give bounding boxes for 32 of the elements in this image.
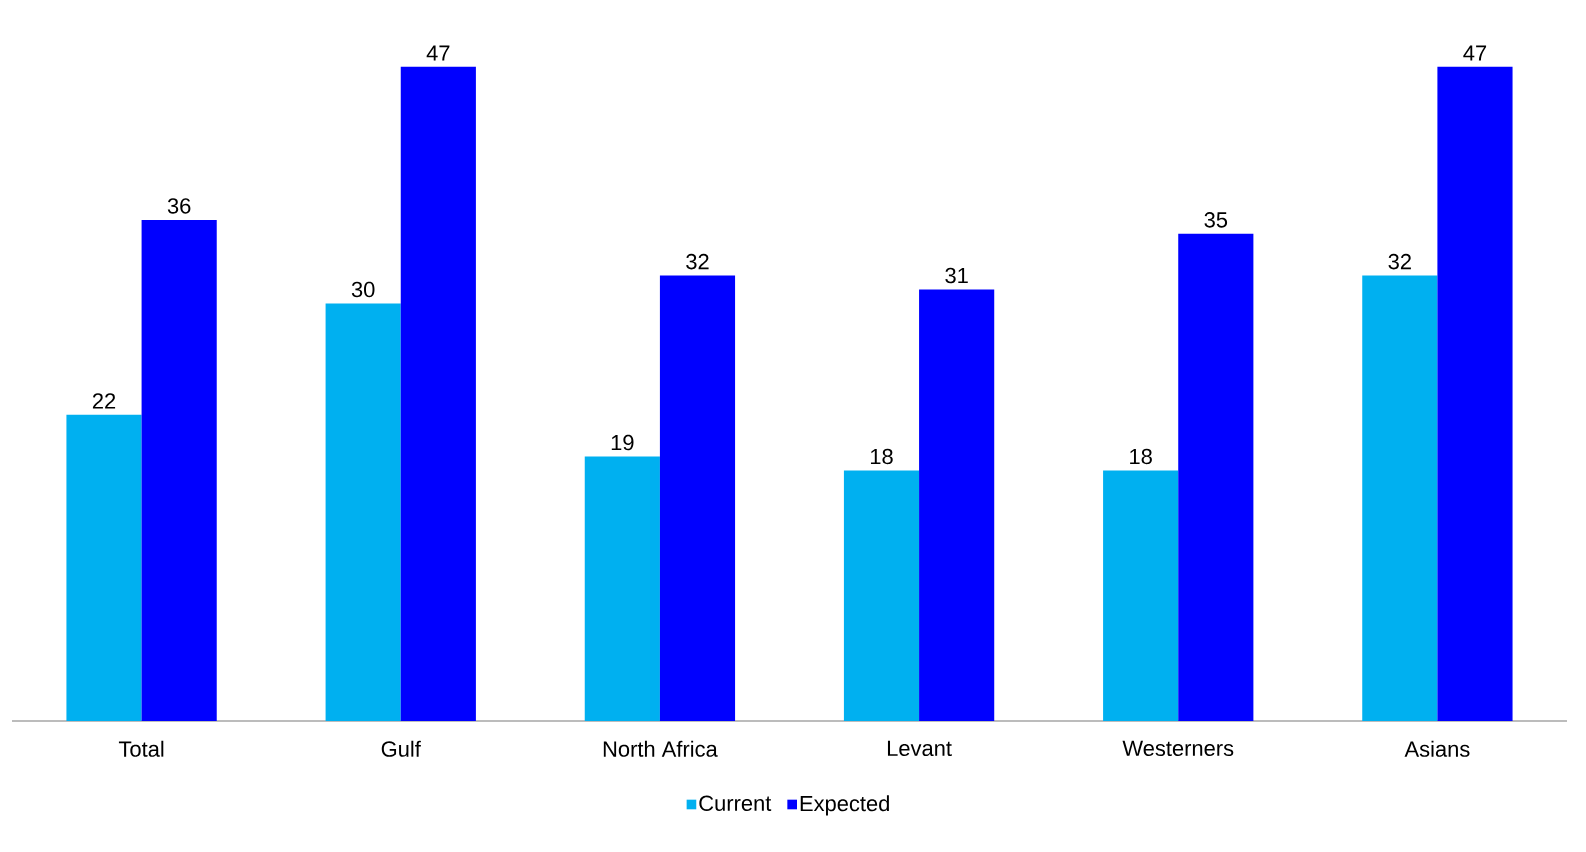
data-label: 47 — [1463, 45, 1487, 61]
data-label: 47 — [426, 45, 450, 61]
data-label: 32 — [1388, 253, 1411, 270]
bar — [1178, 233, 1254, 721]
data-label: 32 — [686, 253, 709, 270]
bar — [325, 303, 401, 721]
x-tick-label: Total — [118, 740, 164, 757]
data-label: 22 — [92, 393, 116, 409]
bar — [1362, 275, 1438, 721]
x-tick-label: Levant — [887, 740, 952, 757]
bar — [141, 219, 217, 721]
x-tick-label: Gulf — [381, 740, 421, 757]
bar — [400, 66, 476, 721]
bar — [843, 470, 920, 721]
data-label: 30 — [351, 281, 375, 298]
x-tick-label: North Africa — [603, 740, 718, 757]
data-label: 18 — [1130, 448, 1152, 465]
data-label: 19 — [611, 434, 634, 451]
bar — [1437, 66, 1513, 721]
data-label: 18 — [870, 448, 893, 465]
data-label: 35 — [1204, 212, 1228, 228]
data-label: 31 — [945, 267, 968, 284]
bar — [659, 275, 736, 721]
legend-label: Expected — [800, 795, 889, 816]
bar — [66, 414, 142, 721]
bar — [919, 289, 995, 721]
x-tick-label: Asians — [1404, 740, 1470, 757]
x-tick-label: Westerners — [1122, 740, 1234, 757]
bar — [1103, 470, 1179, 721]
bar — [584, 456, 660, 721]
legend-label: Current — [699, 795, 772, 811]
data-label: 36 — [167, 198, 191, 214]
